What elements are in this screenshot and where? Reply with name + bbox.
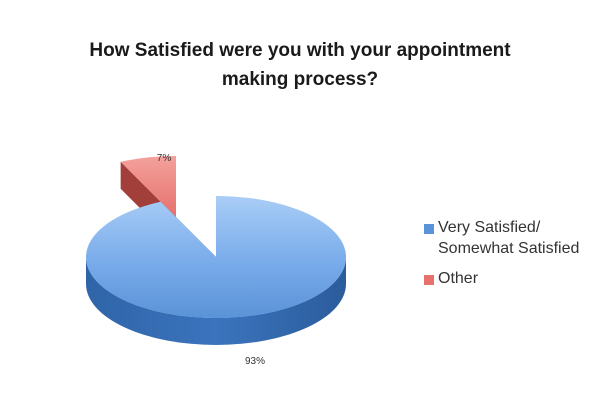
legend-label-very-satisfied: Very Satisfied/ Somewhat Satisfied: [438, 217, 579, 259]
legend-item-very-satisfied: Very Satisfied/ Somewhat Satisfied: [424, 217, 579, 259]
pie-label-main-value: 93%: [245, 356, 265, 367]
chart-title: How Satisfied were you with your appoint…: [0, 36, 600, 94]
legend-swatch-blue: [424, 224, 434, 234]
legend-label-other: Other: [438, 268, 478, 289]
chart-title-line-1: How Satisfied were you with your appoint…: [89, 40, 511, 61]
legend-label-line-2: Somewhat Satisfied: [438, 240, 580, 257]
legend: Very Satisfied/ Somewhat Satisfied Other: [424, 217, 579, 301]
legend-label-other-text: Other: [438, 270, 479, 287]
pie-slice-main-side: [86, 257, 346, 345]
legend-swatch-red: [424, 275, 434, 285]
legend-item-other: Other: [424, 268, 579, 289]
chart-title-line-2: making process?: [221, 69, 379, 90]
legend-label-line-1: Very Satisfied/: [438, 219, 541, 236]
pie-slice-other: [120, 156, 176, 217]
pie-label-other-value: 7%: [157, 153, 172, 164]
pie-slice-main: [86, 196, 347, 318]
